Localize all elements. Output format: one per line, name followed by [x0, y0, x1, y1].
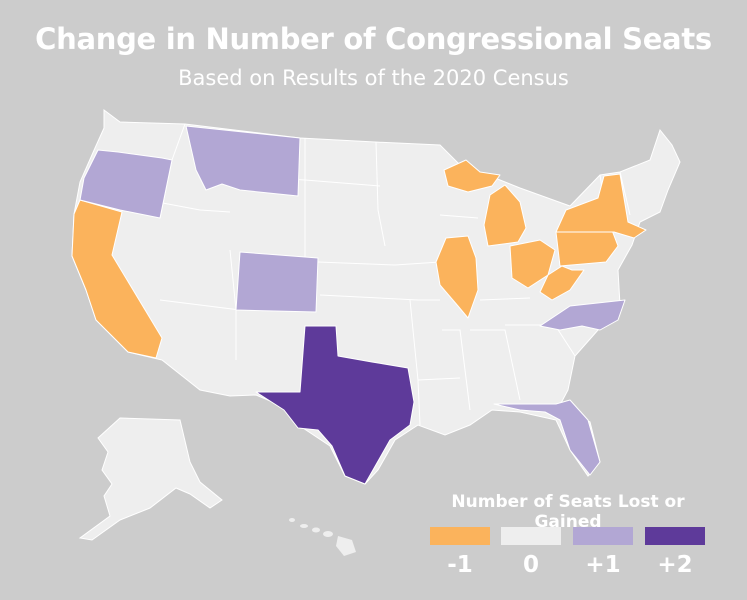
legend-swatch-minus1: [430, 527, 490, 545]
state-mi-upper[interactable]: [443, 159, 501, 193]
state-ca[interactable]: [71, 199, 163, 359]
state-ak[interactable]: [78, 417, 223, 541]
state-wv[interactable]: [539, 265, 585, 301]
state-mt[interactable]: [185, 125, 301, 197]
legend-swatch-plus1: [573, 527, 633, 545]
state-ny[interactable]: [555, 173, 647, 239]
state-mi[interactable]: [483, 184, 527, 247]
state-fl[interactable]: [493, 399, 601, 476]
state-co[interactable]: [235, 251, 319, 313]
legend-title: Number of Seats Lost or Gained: [451, 492, 685, 532]
map-subtitle: Based on Results of the 2020 Census: [178, 66, 569, 90]
legend-label-minus1: -1: [447, 552, 473, 578]
state-il[interactable]: [435, 235, 479, 319]
state-or[interactable]: [79, 149, 173, 219]
legend-label-zero: 0: [522, 552, 539, 578]
map-title: Change in Number of Congressional Seats: [35, 22, 712, 56]
state-nc[interactable]: [539, 299, 626, 331]
legend-label-plus2: +2: [657, 552, 693, 578]
legend-swatch-zero: [501, 527, 561, 545]
legend-label-plus1: +1: [585, 552, 621, 578]
state-tx[interactable]: [255, 325, 415, 485]
state-hi[interactable]: [289, 518, 356, 556]
legend-swatch-plus2: [645, 527, 705, 545]
